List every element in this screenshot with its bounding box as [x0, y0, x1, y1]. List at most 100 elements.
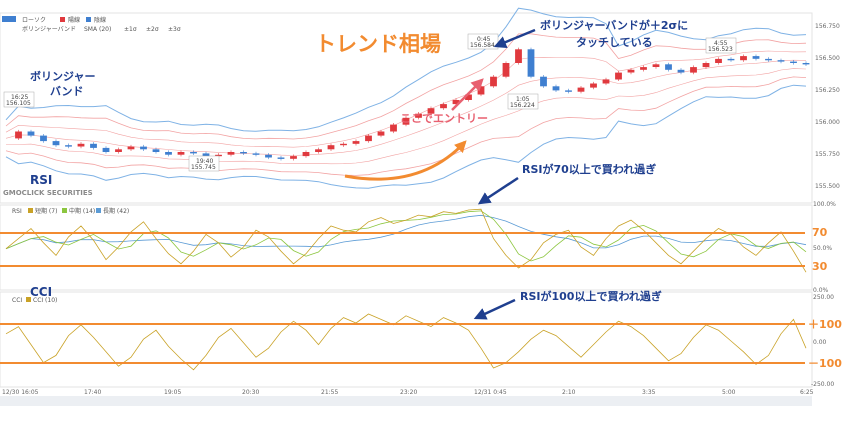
- entry-note: ここでエントリー: [400, 112, 488, 125]
- candle-down: [790, 61, 797, 63]
- rsi-tick: 0.0%: [813, 287, 829, 294]
- rsi-swatch-long: [96, 208, 101, 213]
- trend-title: トレンド相場: [315, 32, 441, 56]
- cci-overbought-arrow: [473, 298, 516, 320]
- candle-up: [640, 67, 647, 70]
- rsi-swatch-mid: [62, 208, 67, 213]
- point-label-value: 156.224: [510, 102, 535, 109]
- scroll-bar[interactable]: [0, 396, 812, 406]
- candle-up: [77, 143, 85, 147]
- legend-chart-type: ローソク: [22, 17, 46, 24]
- candle-up: [590, 83, 597, 88]
- cci-panel-label: CCI: [30, 285, 52, 299]
- candle-up: [377, 131, 385, 136]
- cci-tick: 0.00: [813, 339, 827, 346]
- candle-down: [27, 131, 35, 136]
- bb-touch-note-line2: タッチしている: [576, 36, 653, 49]
- bb-side-label-line2: バンド: [50, 85, 84, 98]
- point-label-value: 156.105: [6, 100, 31, 107]
- candle-up: [127, 146, 135, 150]
- bb-lower-1: [6, 68, 807, 165]
- broker-watermark: GMOCLICK SECURITIES: [3, 189, 93, 197]
- legend-swatch-up: [60, 17, 65, 22]
- candle-up: [452, 100, 460, 105]
- cci-legend-title: CCI: [12, 297, 22, 304]
- rsi-long-line: [5, 214, 807, 250]
- candle-up: [115, 149, 122, 152]
- candle-up: [515, 49, 522, 63]
- candle-down: [190, 152, 197, 154]
- legend-sigma2: ±2σ: [146, 26, 159, 33]
- rsi-legend-long: 長期 (42): [103, 207, 129, 215]
- candle-down: [252, 153, 260, 155]
- candle-down: [777, 60, 785, 62]
- x-tick: 23:20: [400, 389, 417, 396]
- x-tick: 17:40: [84, 389, 101, 396]
- rsi-y-axis: 100.0% 50.0% 0.0%: [813, 201, 836, 294]
- price-y-axis: 156.750 156.500 156.250 156.000 155.750 …: [815, 23, 840, 190]
- candle-up: [477, 86, 485, 95]
- rsi-tick: 100.0%: [813, 201, 836, 208]
- trend-curve-arrow: [344, 140, 467, 181]
- point-label-box: [507, 93, 539, 110]
- legend-down: 陰線: [94, 16, 106, 24]
- entry-arrow: [451, 78, 484, 111]
- candle-down: [102, 147, 110, 152]
- price-tick: 156.750: [815, 23, 840, 30]
- rsi-panel-frame: [0, 204, 813, 291]
- cci-level-minus100: －100: [808, 357, 842, 370]
- candle-up: [315, 149, 322, 152]
- cci-tick: 250.00: [813, 294, 834, 301]
- cci-series-line: [5, 313, 807, 371]
- candle-up: [15, 131, 22, 139]
- candle-down: [65, 145, 72, 147]
- candle-down: [265, 154, 272, 158]
- x-tick: 2:10: [562, 389, 576, 396]
- x-tick: 19:05: [164, 389, 181, 396]
- x-tick: 6:25: [800, 389, 814, 396]
- x-tick: 21:55: [321, 389, 338, 396]
- price-panel-frame: [0, 12, 813, 204]
- point-label-value: 156.523: [708, 46, 733, 53]
- candle-down: [752, 56, 760, 59]
- candle-up: [502, 63, 510, 77]
- candle-up: [427, 108, 435, 114]
- candle-down: [540, 76, 547, 87]
- candle-up: [415, 113, 422, 118]
- candle-down: [152, 149, 160, 152]
- rsi-tick: 50.0%: [813, 245, 832, 252]
- candle-up: [352, 141, 360, 144]
- price-tick: 155.750: [815, 151, 840, 158]
- candle-down: [802, 63, 810, 65]
- candle-down: [202, 153, 210, 157]
- candle-up: [390, 124, 397, 132]
- rsi-overbought-arrow: [477, 176, 519, 205]
- candle-down: [52, 141, 60, 146]
- candle-up: [177, 152, 185, 155]
- candle-up: [627, 69, 635, 73]
- candle-up: [402, 117, 410, 125]
- candle-down: [240, 152, 247, 154]
- x-tick: 3:35: [642, 389, 656, 396]
- candle-up: [365, 135, 372, 142]
- legend-swatch-candle: [2, 16, 16, 22]
- candle-up: [227, 152, 235, 155]
- candle-down: [527, 49, 535, 77]
- candle-down: [40, 135, 47, 142]
- candlesticks: [15, 47, 810, 161]
- rsi-lines: [5, 208, 807, 273]
- cci-overbought-note: RSIが100以上で買われ過ぎ: [520, 289, 662, 303]
- candle-up: [652, 64, 660, 67]
- legend-sigma3: ±3σ: [168, 26, 181, 33]
- candle-up: [440, 104, 447, 109]
- point-labels: 16:25 156.105 19:40 155.745 0:45 156.584…: [3, 33, 737, 172]
- candle-up: [290, 156, 297, 159]
- candle-up: [215, 154, 222, 157]
- candle-down: [552, 86, 560, 91]
- cci-panel-frame: [0, 291, 813, 388]
- x-tick: 20:30: [242, 389, 259, 396]
- annotations: トレンド相場 ボリンジャーバンドが＋2σに タッチしている ボリンジャー バンド…: [30, 18, 842, 370]
- legend-sigma1: ±1σ: [124, 26, 137, 33]
- rsi-level-30: 30: [812, 260, 828, 273]
